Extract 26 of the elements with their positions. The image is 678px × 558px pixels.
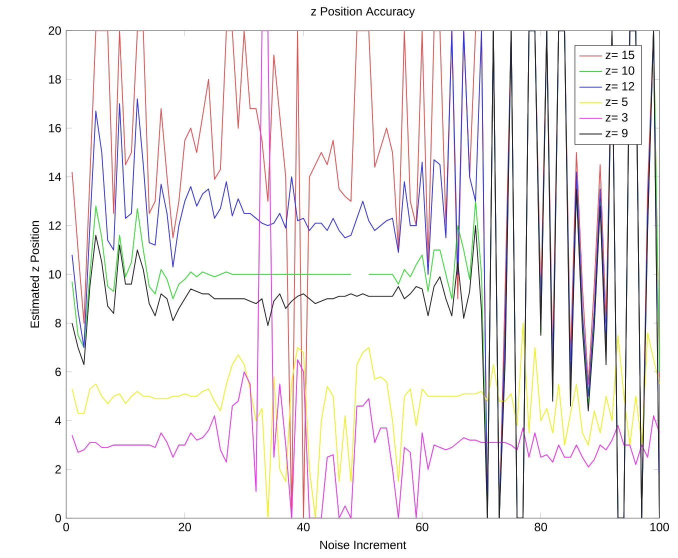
y-axis-title: Estimated z Position [30, 221, 40, 328]
x-tick-label: 0 [63, 522, 70, 532]
y-tick-label: 14 [49, 172, 62, 182]
y-tick-label: 12 [49, 222, 61, 230]
x-tick-label: 80 [534, 522, 547, 532]
y-tick-label: 8 [55, 318, 61, 328]
y-tick-label: 2 [55, 465, 61, 474]
legend-label: z= 5 [606, 98, 628, 106]
y-tick-label: 20 [48, 26, 61, 35]
y-tick-label: 4 [55, 416, 62, 425]
legend-label: z= 12 [606, 82, 634, 90]
legend-label: z= 9 [606, 128, 628, 138]
y-tick-label: 6 [55, 368, 61, 376]
y-tick-label: 10 [49, 270, 61, 279]
x-tick-label: 40 [297, 522, 310, 532]
chart-title: z Position Accuracy [311, 6, 415, 18]
x-tick-label: 20 [178, 522, 191, 532]
legend-label: z= 15 [606, 50, 634, 60]
y-tick-label: 0 [55, 514, 61, 522]
y-tick-label: 16 [49, 124, 61, 132]
x-tick-label: 60 [416, 522, 428, 532]
x-axis-title: Noise Increment [320, 540, 406, 550]
legend-label: z= 10 [606, 66, 634, 75]
y-tick-label: 18 [49, 75, 61, 84]
x-tick-label: 100 [650, 522, 669, 532]
legend-label: z= 3 [606, 113, 628, 122]
